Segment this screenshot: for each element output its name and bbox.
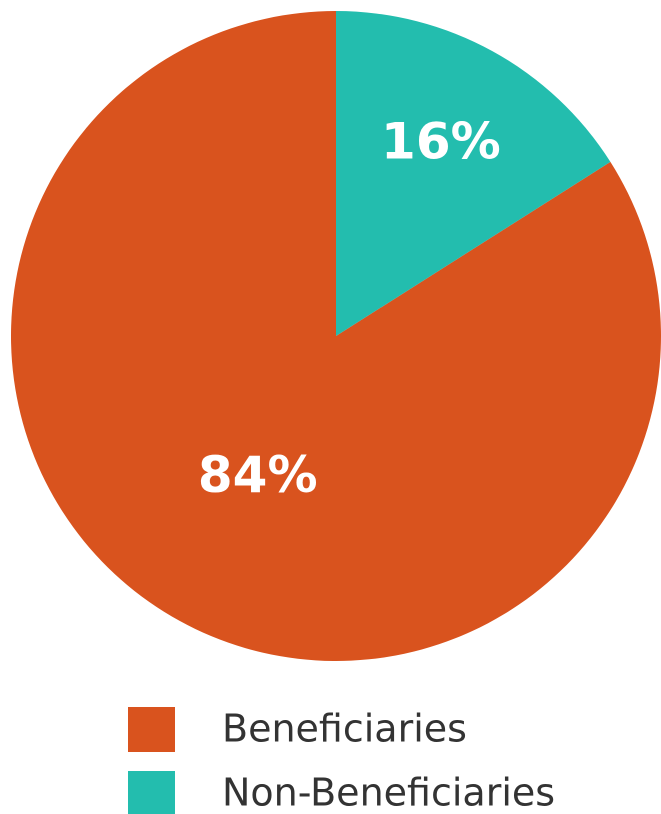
legend-swatch: [128, 707, 175, 752]
legend-swatch: [128, 771, 175, 814]
slice-label: 16%: [381, 113, 501, 171]
pie-slice: [336, 11, 611, 336]
slice-label: 84%: [198, 446, 318, 504]
pie-slice: [11, 11, 661, 661]
legend-label: Non-Beneficiaries: [222, 771, 555, 814]
legend-label: Beneficiaries: [222, 707, 467, 751]
